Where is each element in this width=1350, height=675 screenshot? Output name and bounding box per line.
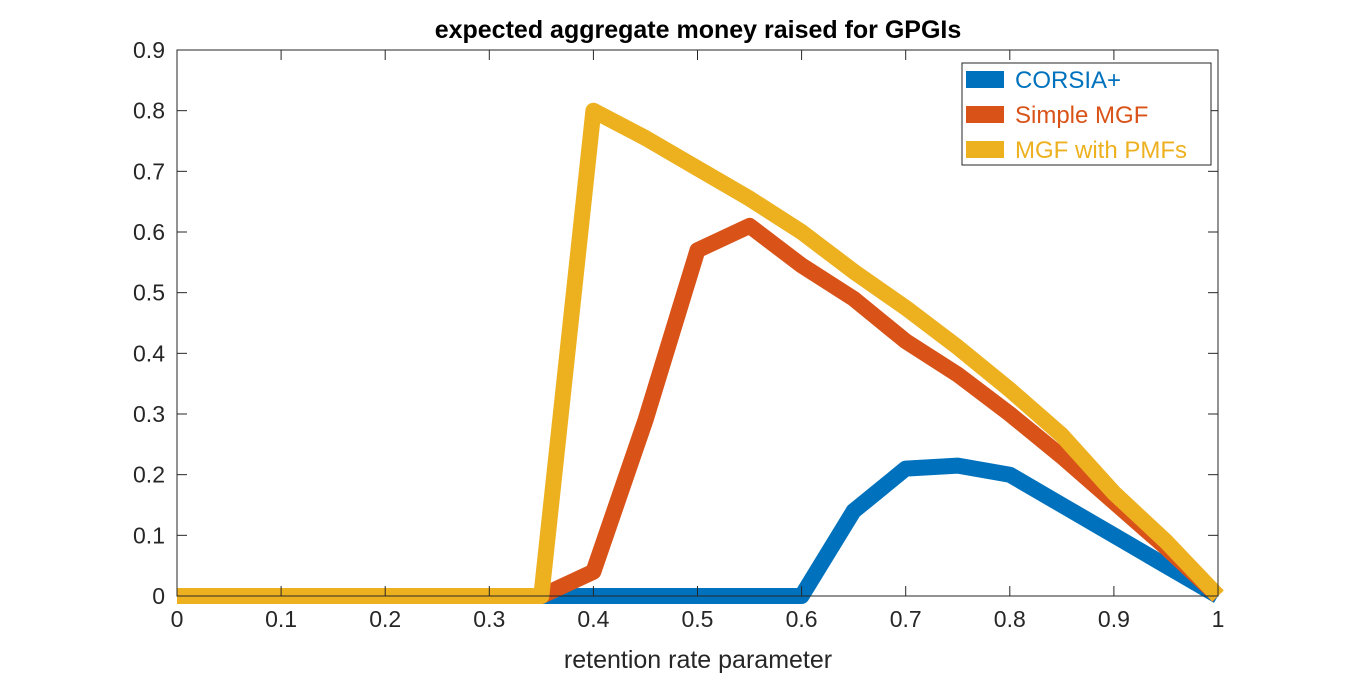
y-tick-label: 0.5 [133,280,165,306]
x-tick-label: 0.9 [1098,606,1130,632]
x-tick-label: 0.3 [473,606,505,632]
y-tick-label: 0.2 [133,462,165,488]
x-tick-label: 0.1 [265,606,297,632]
x-tick-label: 0.6 [786,606,818,632]
x-tick-label: 0.2 [369,606,401,632]
y-tick-label: 0.8 [133,98,165,124]
legend: CORSIA+ Simple MGF MGF with PMFs [961,62,1212,166]
legend-swatch [966,141,1004,158]
series-line-simple-mgf [177,217,1224,604]
legend-swatch [966,106,1004,123]
series-line-corsia- [177,457,1223,604]
x-axis-title: retention rate parameter [564,646,832,674]
legend-label: MGF with PMFs [1015,137,1187,164]
y-tick-label: 0.6 [133,219,165,245]
y-tick-label: 0.9 [133,37,165,63]
x-tick-label: 0.5 [682,606,714,632]
ticks-layer: 0 0.1 0.2 0.3 0.4 0.5 0.6 0.7 0.8 0.9 1 0 0.1 0.2 0.3 0… [133,37,1224,632]
x-tick-label: 0.8 [994,606,1026,632]
y-tick-label: 0.1 [133,522,165,548]
y-tick-label: 0 [152,583,165,609]
series-layer [177,102,1224,604]
x-tick-label: 0.7 [890,606,922,632]
y-tick-label: 0.4 [133,340,165,366]
legend-swatch [966,71,1004,88]
series-line-mgf-with-pmfs [177,102,1224,604]
x-tick-label: 0.4 [577,606,609,632]
x-tick-label: 1 [1212,606,1225,632]
y-tick-label: 0.7 [133,158,165,184]
legend-label: Simple MGF [1015,102,1148,129]
x-tick-label: 0 [171,606,184,632]
chart-title: expected aggregate money raised for GPGI… [435,16,962,44]
y-tick-label: 0.3 [133,401,165,427]
legend-label: CORSIA+ [1015,67,1121,94]
